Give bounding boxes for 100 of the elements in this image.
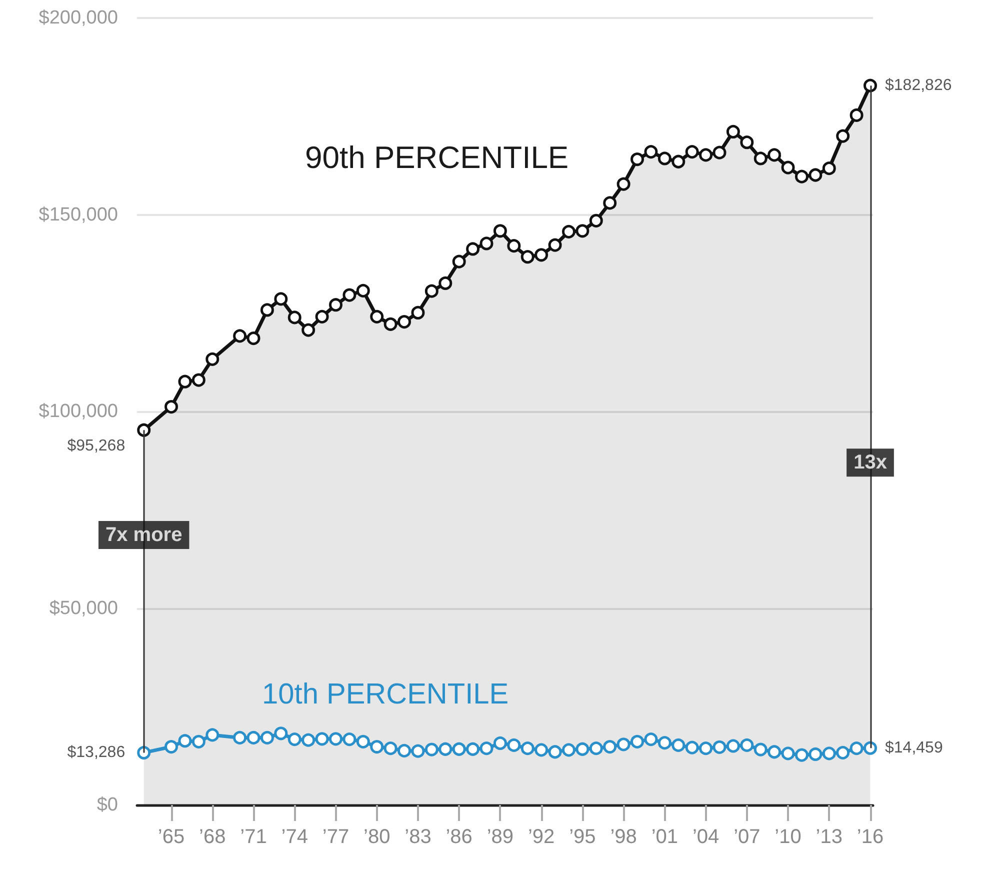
point [288,310,302,324]
point [699,148,713,162]
point [507,738,521,752]
point [781,746,795,760]
point [507,239,521,253]
point [233,329,247,343]
point [370,740,384,754]
point [768,148,782,162]
point [794,170,808,184]
point [328,732,342,746]
point [178,734,192,748]
point [864,78,878,92]
point [384,317,398,331]
point [137,423,151,437]
point [589,742,603,756]
x-tick-label: ’71 [240,826,267,848]
point [548,745,562,759]
x-tick-label: ’65 [158,826,185,848]
point [260,303,274,317]
point [864,741,878,755]
point [370,310,384,324]
point [288,732,302,746]
x-tick-label: ’10 [774,826,802,848]
point [808,747,822,761]
point [246,332,260,346]
point [342,288,356,302]
point [164,400,178,414]
point [562,224,576,238]
point [398,315,412,329]
data-label: $13,286 [67,744,126,762]
series-label: 10th PERCENTILE [262,678,509,710]
point [850,742,864,756]
point [644,732,658,746]
point [274,292,288,306]
point [589,214,603,228]
x-tick-label: ’89 [486,826,514,848]
point [480,742,494,756]
y-tick-label: $100,000 [38,401,118,422]
point [630,734,644,748]
point [850,108,864,122]
point [672,738,686,752]
point [493,736,507,750]
point [302,323,316,337]
point [260,730,274,744]
data-label: $182,826 [885,77,952,94]
point [233,730,247,744]
point [712,146,726,160]
point [356,284,370,298]
y-tick-label: $50,000 [49,598,118,619]
point [356,734,370,748]
point [685,145,699,159]
point [658,152,672,166]
point [206,728,220,742]
point [493,224,507,238]
point [411,744,425,758]
point [480,236,494,250]
point [302,733,316,747]
x-tick-label: ’80 [364,826,390,848]
x-tick-label: ’77 [322,826,350,848]
point [630,152,644,166]
point [576,224,590,238]
point [836,746,850,760]
point [534,248,548,262]
point [644,145,658,159]
point [822,746,836,760]
point [520,742,534,756]
point [384,742,398,756]
point [274,726,288,740]
point [438,276,452,290]
point [452,254,466,268]
point [520,250,534,264]
x-tick-label: ’07 [734,826,760,848]
point [699,742,713,756]
point [466,742,480,756]
x-tick-label: ’04 [692,826,720,848]
point [616,177,630,191]
series-label: 90th PERCENTILE [305,140,569,175]
x-tick-label: ’86 [446,826,472,848]
point [726,739,740,753]
point [768,745,782,759]
point [754,742,768,756]
point [452,742,466,756]
point [164,740,178,754]
point [740,738,754,752]
y-tick-label: $200,000 [38,8,118,28]
data-label: $14,459 [885,740,943,757]
point [534,743,548,757]
point [192,734,206,748]
point [740,136,754,150]
data-label: $95,268 [67,438,126,455]
point [781,160,795,174]
point [438,742,452,756]
point [808,168,822,182]
point [137,746,151,760]
x-tick-label: ’68 [199,826,226,848]
point [836,129,850,143]
x-tick-label: ’92 [528,826,555,848]
point [685,740,699,754]
point [603,196,617,210]
point [672,154,686,168]
